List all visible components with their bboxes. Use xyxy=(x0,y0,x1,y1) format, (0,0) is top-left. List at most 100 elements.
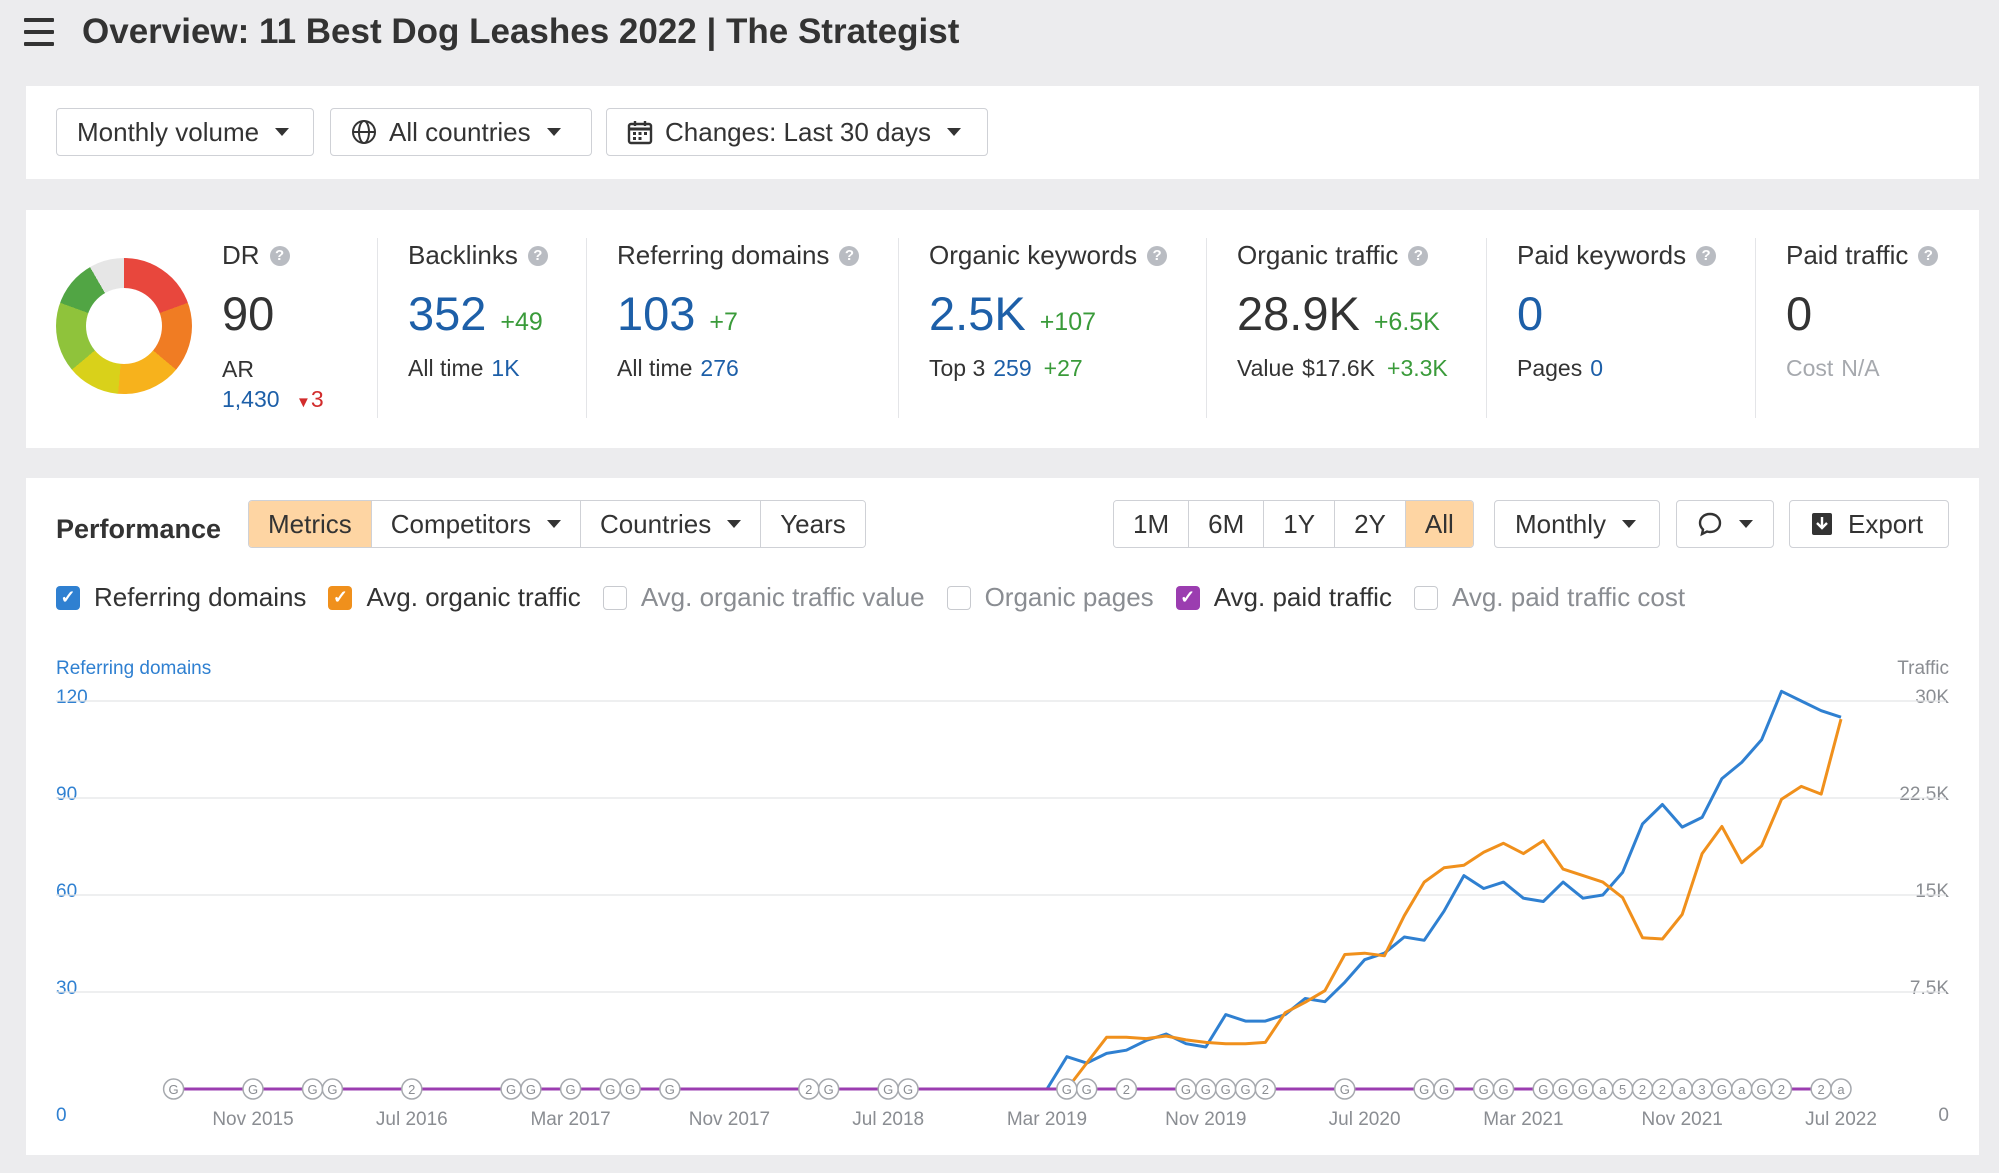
organic-keywords-value[interactable]: 2.5K xyxy=(929,287,1026,340)
annotation-marker-label: G xyxy=(1201,1082,1211,1097)
right-axis-tick: 15K xyxy=(1915,881,1949,902)
dr-value: 90 xyxy=(222,287,275,340)
countries-dropdown[interactable]: All countries xyxy=(330,108,592,156)
paid-traffic-value: 0 xyxy=(1786,287,1813,340)
tab-countries[interactable]: Countries xyxy=(580,501,762,547)
divider xyxy=(898,238,899,418)
caret-down-icon xyxy=(727,520,742,528)
annotation-marker-label: a xyxy=(1599,1082,1607,1097)
checkbox-avg-organic-traffic-value[interactable]: Avg. organic traffic value xyxy=(602,582,925,613)
backlinks-delta: +49 xyxy=(500,308,543,336)
top3-value[interactable]: 259 xyxy=(993,355,1032,381)
left-axis-tick: 120 xyxy=(56,687,88,708)
export-button[interactable]: Export xyxy=(1789,500,1949,548)
dr-donut-chart xyxy=(56,258,192,394)
range-6m[interactable]: 6M xyxy=(1189,501,1265,547)
help-icon[interactable]: ? xyxy=(1918,245,1939,266)
volume-dropdown[interactable]: Monthly volume xyxy=(56,108,314,156)
annotation-marker-label: G xyxy=(1221,1082,1231,1097)
metric-referring-domains: Referring domains? 103 +7 All time 276 xyxy=(617,210,860,448)
annotation-marker-label: G xyxy=(307,1082,317,1097)
checkbox-avg-organic-traffic[interactable]: ✓ Avg. organic traffic xyxy=(328,582,581,613)
checkbox-organic-pages[interactable]: Organic pages xyxy=(946,582,1154,613)
help-icon[interactable]: ? xyxy=(1147,245,1168,266)
help-icon[interactable]: ? xyxy=(839,245,860,266)
help-icon[interactable]: ? xyxy=(269,245,290,266)
metric-organic-keywords: Organic keywords? 2.5K +107 Top 3 259 +27 xyxy=(929,210,1189,448)
tab-competitors[interactable]: Competitors xyxy=(371,501,581,547)
backlinks-sub-label: All time xyxy=(408,355,484,381)
menu-icon[interactable] xyxy=(24,18,54,46)
backlinks-value[interactable]: 352 xyxy=(408,287,487,340)
left-axis-tick: 90 xyxy=(56,784,78,805)
checkbox-referring-domains[interactable]: ✓ Referring domains xyxy=(56,582,306,613)
ar-value[interactable]: 1,430 xyxy=(222,386,280,412)
range-1m[interactable]: 1M xyxy=(1114,501,1190,547)
paid-traffic-label: Paid traffic xyxy=(1786,240,1909,270)
traffic-value-label: Value xyxy=(1237,355,1295,381)
organic-traffic-delta: +6.5K xyxy=(1373,308,1440,336)
annotation-marker-label: G xyxy=(665,1082,675,1097)
annotation-marker-label: G xyxy=(1419,1082,1429,1097)
top3-label: Top 3 xyxy=(929,355,986,381)
organic-traffic-value: 28.9K xyxy=(1237,287,1360,340)
tab-years[interactable]: Years xyxy=(761,501,865,547)
caret-down-icon xyxy=(275,128,290,136)
annotation-marker xyxy=(242,1078,264,1100)
annotation-marker xyxy=(897,1078,919,1100)
interval-label: Monthly xyxy=(1515,508,1607,539)
referring-domains-label: Referring domains xyxy=(617,240,830,270)
changes-dropdown[interactable]: Changes: Last 30 days xyxy=(606,108,988,156)
caret-down-icon xyxy=(1622,520,1637,528)
left-axis-tick: 0 xyxy=(56,1105,67,1126)
x-axis-tick: Mar 2019 xyxy=(1006,1109,1088,1130)
checkbox-checked-icon: ✓ xyxy=(1175,585,1200,610)
referring-domains-value[interactable]: 103 xyxy=(617,287,696,340)
checkbox-unchecked-icon xyxy=(946,585,971,610)
traffic-value-amount: $17.6K xyxy=(1302,355,1376,381)
help-icon[interactable]: ? xyxy=(1408,245,1429,266)
tab-metrics[interactable]: Metrics xyxy=(249,501,372,547)
annotation-marker-label: G xyxy=(1717,1082,1727,1097)
referring-domains-delta: +7 xyxy=(709,308,738,336)
interval-dropdown[interactable]: Monthly xyxy=(1494,500,1660,548)
checkbox-avg-paid-traffic[interactable]: ✓ Avg. paid traffic xyxy=(1175,582,1392,613)
annotation-marker xyxy=(1115,1078,1138,1100)
range-all[interactable]: All xyxy=(1405,501,1473,547)
annotation-marker-label: a xyxy=(1738,1082,1746,1097)
page-title: Overview: 11 Best Dog Leashes 2022 | The… xyxy=(82,12,960,51)
range-2y[interactable]: 2Y xyxy=(1335,501,1406,547)
referring-domains-all-time[interactable]: 276 xyxy=(700,355,739,381)
annotation-marker-label: G xyxy=(1439,1082,1449,1097)
checkbox-avg-paid-traffic-cost[interactable]: Avg. paid traffic cost xyxy=(1413,582,1685,613)
help-icon[interactable]: ? xyxy=(527,245,548,266)
caret-down-icon xyxy=(546,520,561,528)
annotation-marker-label: 2 xyxy=(1778,1082,1785,1097)
annotation-marker xyxy=(1075,1078,1098,1100)
cost-value: N/A xyxy=(1841,355,1880,381)
ar-delta: ▼3 xyxy=(295,386,324,412)
annotation-marker-label: G xyxy=(526,1082,536,1097)
range-1y[interactable]: 1Y xyxy=(1264,501,1336,547)
filter-bar: Monthly volume All countries Changes: La… xyxy=(26,86,1979,179)
annotation-marker-label: G xyxy=(903,1082,913,1097)
divider xyxy=(586,238,587,418)
help-icon[interactable]: ? xyxy=(1696,245,1717,266)
pages-value[interactable]: 0 xyxy=(1590,355,1604,381)
divider xyxy=(1206,238,1207,418)
annotation-marker-label: G xyxy=(1062,1082,1072,1097)
paid-keywords-value[interactable]: 0 xyxy=(1517,287,1544,340)
top3-delta: +27 xyxy=(1043,355,1083,381)
changes-dropdown-label: Changes: Last 30 days xyxy=(665,116,931,147)
metric-paid-traffic: Paid traffic? 0 Cost N/A xyxy=(1786,210,1966,448)
right-axis-tick: 30K xyxy=(1915,687,1949,708)
annotations-dropdown[interactable] xyxy=(1676,500,1774,548)
paid-keywords-label: Paid keywords xyxy=(1517,240,1687,270)
calendar-icon xyxy=(627,121,653,145)
caret-down-icon xyxy=(946,128,961,136)
series-line-referring-domains xyxy=(1045,689,1842,1090)
metric-organic-traffic: Organic traffic? 28.9K +6.5K Value $17.6K +… xyxy=(1237,210,1487,448)
backlinks-all-time[interactable]: 1K xyxy=(491,355,520,381)
annotation-marker-label: G xyxy=(1082,1082,1092,1097)
